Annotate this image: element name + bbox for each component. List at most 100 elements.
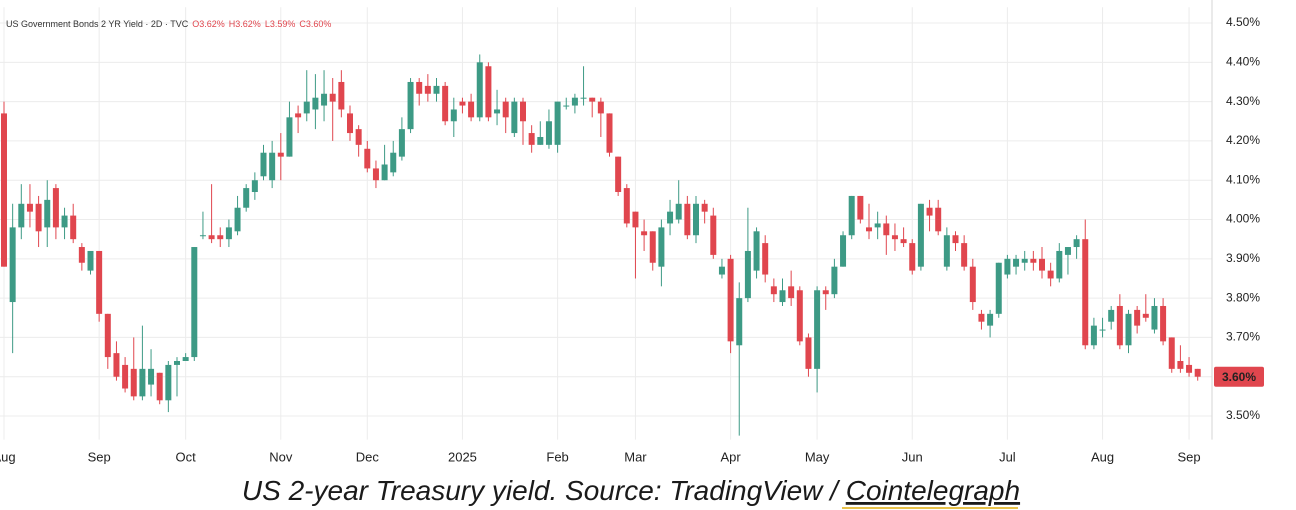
last-price-tag	[1214, 366, 1264, 387]
candle-body	[390, 152, 397, 173]
y-tick-label: 3.90%	[1226, 251, 1260, 265]
legend: US Government Bonds 2 YR Yield · 2D · TV…	[6, 19, 331, 29]
candle-body	[243, 188, 250, 208]
candle-body	[1, 113, 7, 267]
y-tick-label: 4.10%	[1226, 172, 1260, 186]
candle-body	[675, 203, 682, 220]
candle-body	[87, 250, 94, 271]
candle-body	[554, 101, 561, 145]
candle-body	[217, 235, 224, 240]
x-tick-label: Sep	[1177, 449, 1200, 464]
candle-body	[52, 188, 59, 228]
candle-body	[260, 152, 267, 177]
x-tick-label: Apr	[720, 449, 741, 464]
candle-body	[130, 368, 137, 397]
candle-body	[156, 372, 163, 401]
last-price-label: 3.60%	[1222, 370, 1256, 384]
candle-body	[736, 298, 743, 346]
candle-body	[788, 286, 795, 299]
candle-body	[995, 262, 1002, 314]
x-tick-label: Dec	[356, 449, 380, 464]
candle-body	[580, 97, 587, 99]
candle-body	[1064, 247, 1071, 255]
candles	[1, 54, 1201, 436]
candle-body	[468, 101, 475, 118]
candle-body	[528, 133, 535, 145]
candle-body	[251, 180, 258, 193]
legend-low: L3.59%	[265, 19, 296, 29]
candle-body	[649, 231, 656, 263]
candle-body	[909, 243, 916, 271]
candle-body	[762, 243, 769, 275]
y-tick-label: 4.50%	[1226, 15, 1260, 29]
candle-body	[1082, 239, 1089, 346]
candle-body	[1039, 258, 1045, 271]
candle-body	[1168, 337, 1175, 369]
candle-body	[502, 101, 509, 118]
candle-body	[165, 364, 172, 401]
candle-body	[545, 121, 552, 145]
y-tick-label: 4.00%	[1226, 212, 1260, 226]
candle-body	[295, 113, 302, 118]
candle-body	[104, 313, 111, 358]
candle-body	[321, 93, 328, 106]
candle-body	[900, 239, 907, 244]
caption: US 2-year Treasury yield. Source: Tradin…	[242, 475, 1020, 506]
x-tick-label: May	[805, 449, 830, 464]
candle-body	[208, 235, 215, 240]
legend-title: US Government Bonds 2 YR Yield · 2D · TV…	[6, 19, 189, 29]
candle-body	[615, 156, 622, 193]
candle-body	[1056, 250, 1063, 279]
candle-body	[1013, 258, 1020, 267]
candle-body	[269, 152, 276, 181]
candle-body	[44, 199, 51, 228]
x-tick-label: Aug	[1091, 449, 1114, 464]
candle-body	[597, 101, 604, 114]
candle-body	[372, 168, 379, 181]
candle-body	[450, 109, 457, 122]
candle-body	[286, 117, 293, 157]
candle-body	[511, 101, 518, 134]
candle-body	[442, 85, 449, 122]
candle-body	[35, 203, 42, 232]
candle-body	[1047, 270, 1054, 279]
candle-body	[1186, 364, 1193, 373]
candle-body	[364, 148, 371, 169]
candle-body	[718, 266, 725, 275]
candle-body	[174, 361, 180, 365]
candle-body	[926, 207, 933, 216]
x-tick-label: Nov	[269, 449, 293, 464]
candle-body	[710, 215, 717, 255]
candle-body	[796, 290, 803, 342]
x-tick-label: Jun	[902, 449, 923, 464]
candle-body	[1108, 309, 1115, 322]
caption-link[interactable]: Cointelegraph	[846, 475, 1020, 506]
candle-body	[70, 215, 77, 240]
candle-body	[943, 235, 950, 267]
candle-body	[987, 313, 994, 326]
candle-body	[831, 266, 838, 295]
candle-body	[822, 290, 829, 295]
candle-body	[338, 81, 345, 110]
candle-body	[520, 101, 526, 122]
grid	[0, 7, 1212, 440]
candle-body	[753, 231, 760, 271]
candle-body	[122, 364, 129, 389]
candle-body	[416, 81, 423, 94]
candle-body	[398, 129, 405, 157]
candle-body	[139, 368, 146, 397]
candle-body	[935, 207, 942, 232]
candle-body	[623, 188, 630, 224]
x-tick-label: Aug	[0, 449, 16, 464]
candle-body	[779, 290, 786, 303]
caption-text: US 2-year Treasury yield. Source: Tradin…	[242, 475, 846, 506]
candle-body	[1021, 258, 1028, 263]
candle-body	[571, 97, 578, 106]
candle-body	[1116, 305, 1123, 346]
candle-body	[883, 223, 890, 236]
candle-body	[329, 93, 336, 102]
candle-body	[563, 105, 570, 107]
candle-body	[277, 152, 284, 157]
x-tick-label: Mar	[624, 449, 647, 464]
candle-body	[857, 195, 864, 220]
